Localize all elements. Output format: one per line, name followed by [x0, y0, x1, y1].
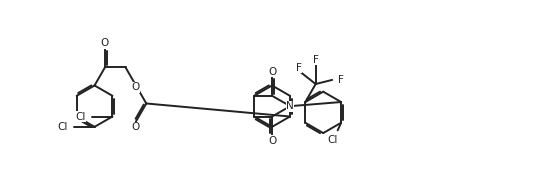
Text: F: F [313, 55, 318, 65]
Text: F: F [338, 75, 344, 85]
Text: F: F [295, 63, 301, 73]
Text: O: O [101, 38, 109, 48]
Text: Cl: Cl [327, 135, 338, 145]
Text: O: O [268, 67, 276, 77]
Text: Cl: Cl [57, 122, 68, 132]
Text: Cl: Cl [75, 112, 85, 122]
Text: O: O [268, 136, 276, 146]
Text: O: O [132, 122, 140, 132]
Text: O: O [132, 82, 140, 92]
Text: N: N [286, 101, 294, 111]
